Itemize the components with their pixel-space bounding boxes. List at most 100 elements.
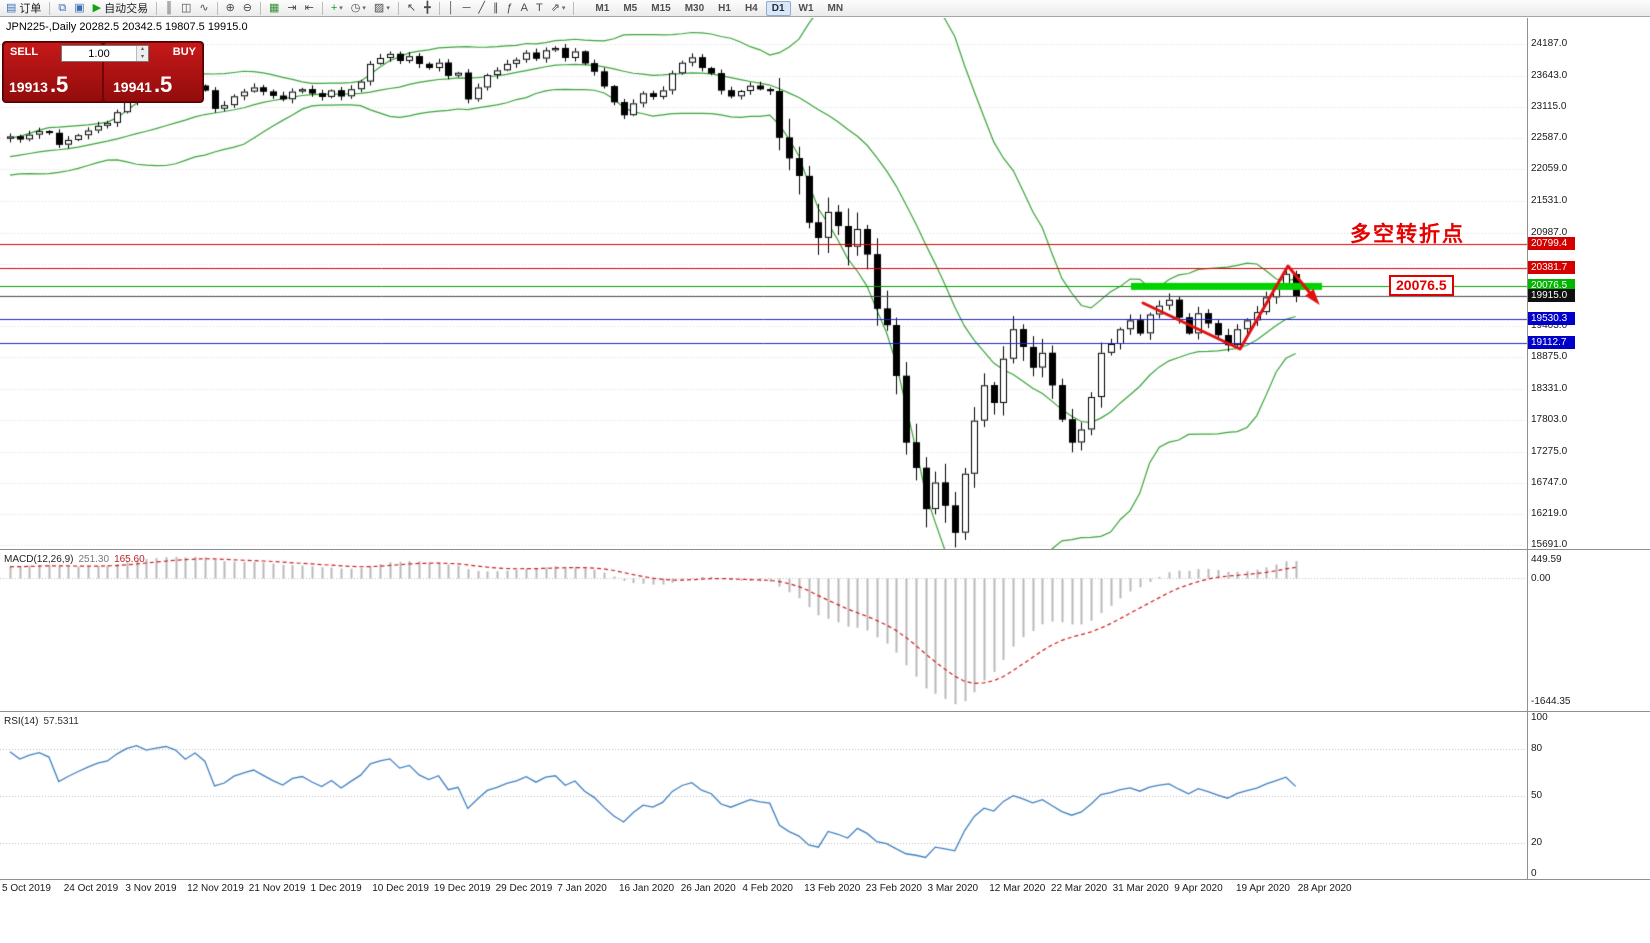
date-label: 13 Feb 2020 [804,883,861,894]
templates-icon: ▨ [373,1,385,14]
rsi-indicator-label: RSI(14) 57.5311 [4,716,79,727]
fibonacci-icon: ƒ [506,1,513,14]
tile-windows-icon: ▦ [269,1,280,14]
timeframe-button-d1[interactable]: D1 [765,0,791,16]
caret-down-icon: ▾ [362,5,366,12]
timeframe-button-h4[interactable]: H4 [744,2,758,14]
date-label: 3 Nov 2019 [125,883,177,894]
turning-point-annotation: 多空转折点 [1350,223,1465,246]
date-label: 3 Mar 2020 [927,883,979,894]
timeframe-button-h1[interactable]: H1 [718,2,731,14]
volume-input[interactable] [62,46,136,61]
price-axis-label: 24187.0 [1531,38,1568,49]
trendline-icon: ╱ [478,1,485,14]
volume-decrease-button[interactable]: ▾ [137,53,148,61]
date-label: 31 Mar 2020 [1112,883,1169,894]
price-axis-label: 18875.0 [1531,351,1568,363]
bar-chart-button[interactable]: ║ [162,1,176,16]
periods-icon: ◷ [350,1,361,14]
timeframe-button-m30[interactable]: M30 [684,2,705,14]
periods-button[interactable]: ◷ ▾ [348,1,369,16]
date-label: 4 Feb 2020 [742,883,793,894]
date-label: 9 Apr 2020 [1174,883,1223,894]
line-chart-button[interactable]: ∿ [196,1,211,16]
crosshair-button[interactable]: ╋ [421,1,434,16]
crosshair-icon: ╋ [424,1,431,14]
date-label: 7 Jan 2020 [557,883,607,894]
date-label: 26 Jan 2020 [680,883,736,894]
support-level-label: 20076.5 [1389,275,1454,296]
volume-increase-button[interactable]: ▴ [137,46,148,54]
pane-separator[interactable] [0,879,1650,880]
timeframe-button-mn[interactable]: MN [827,2,844,14]
price-tag: 20381.7 [1528,261,1575,275]
price-axis-label: 16219.0 [1531,507,1568,519]
price-tag: 19915.0 [1528,288,1575,302]
line-chart-icon: ∿ [199,1,209,14]
zoom-in-icon: ⊕ [225,1,235,14]
date-label: 10 Dec 2019 [372,883,429,894]
date-label: 16 Jan 2020 [619,883,675,894]
date-label: 12 Nov 2019 [187,883,244,894]
timeframe-button-m15[interactable]: M15 [651,2,671,14]
timeframe-button-w1[interactable]: W1 [798,2,814,14]
price-axis-border [1527,18,1528,879]
macd-pane-canvas[interactable] [0,551,1527,710]
date-label: 5 Oct 2019 [2,883,51,894]
chart-shift-button[interactable]: ⇤ [302,1,317,16]
buy-label: BUY [172,46,196,58]
sell-label: SELL [10,46,39,58]
sell-price: 19913.5 [9,72,69,97]
horizontal-line-button[interactable]: ─ [460,1,474,16]
price-chart-canvas[interactable] [0,18,1527,549]
text-button[interactable]: A [518,1,531,16]
charts-grid-button[interactable]: ⧉ [55,1,69,16]
trendline-button[interactable]: ╱ [475,1,488,16]
date-label: 24 Oct 2019 [63,883,119,894]
zoom-out-button[interactable]: ⊖ [240,1,255,16]
rsi-axis-label: 20 [1531,836,1543,848]
candlestick-chart-button[interactable]: ◫ [178,1,194,16]
cursor-button[interactable]: ↖ [404,1,419,16]
toolbar-separator [49,1,51,15]
indicators-icon: + [330,1,338,14]
equidistant-channel-icon: ∥ [492,1,499,14]
new-order-label: 订单 [19,3,42,15]
zoom-in-button[interactable]: ⊕ [223,1,238,16]
charts-grid-icon: ⧉ [58,1,67,14]
price-axis-label: 22587.0 [1531,132,1568,144]
horizontal-line-icon: ─ [462,1,471,14]
date-label: 28 Apr 2020 [1297,883,1352,894]
timeframe-button-m1[interactable]: M1 [595,2,610,14]
equidistant-channel-button[interactable]: ∥ [490,1,502,16]
text-label-button[interactable]: T [533,1,546,16]
price-axis-label: 16747.0 [1531,476,1568,488]
auto-scroll-button[interactable]: ⇥ [284,1,299,16]
autotrading-button[interactable]: ▶ 自动交易 [90,1,151,16]
new-order-button[interactable]: ▤ 订单 [3,1,44,16]
price-tag: 20799.4 [1528,236,1575,250]
rsi-axis-label: 50 [1531,790,1543,801]
timeframe-button-m5[interactable]: M5 [623,2,638,14]
candlestick-chart-icon: ◫ [180,1,192,14]
vertical-line-button[interactable]: │ [445,1,458,16]
date-label: 21 Nov 2019 [248,883,306,894]
pane-separator[interactable] [0,549,1650,550]
toolbar-separator [397,1,399,15]
price-axis-label: 23643.0 [1531,70,1568,82]
caret-down-icon: ▾ [386,5,390,12]
rsi-pane-canvas[interactable] [0,713,1527,879]
tile-windows-button[interactable]: ▦ [266,1,282,16]
pane-separator[interactable] [0,711,1650,712]
profiles-button[interactable]: ▣ [71,1,87,16]
price-axis-label: 22059.0 [1531,163,1568,175]
price-tag: 20076.5 [1528,279,1575,293]
indicators-button[interactable]: + ▾ [328,1,346,16]
autotrading-label: 自动交易 [104,3,149,15]
arrows-button[interactable]: ⇗ ▾ [548,1,569,16]
caret-down-icon: ▾ [561,5,566,12]
fibonacci-button[interactable]: ƒ [503,1,515,16]
templates-button[interactable]: ▨ ▾ [371,1,393,16]
vertical-line-icon: │ [447,1,455,14]
